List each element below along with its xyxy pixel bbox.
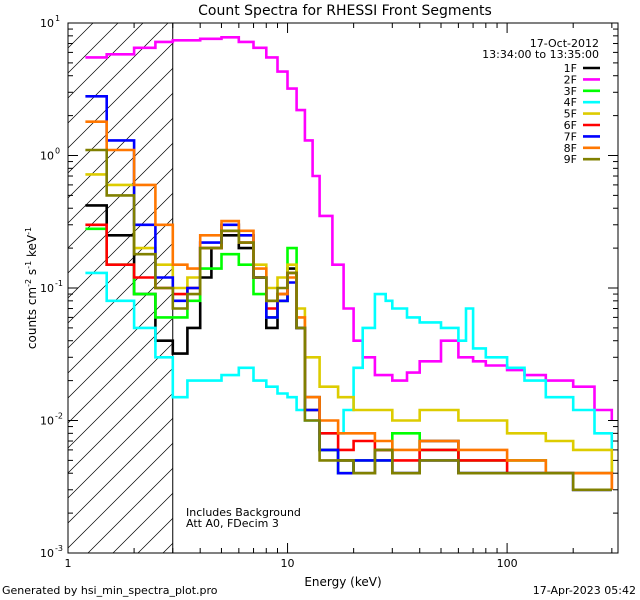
y-tick-label: 10 <box>40 150 54 163</box>
x-tick-label: 10 <box>281 557 295 570</box>
footer-generated-by: Generated by hsi_min_spectra_plot.pro <box>2 584 218 597</box>
y-axis-label-exp1: -2 <box>24 279 33 287</box>
series-line-4f <box>85 271 614 450</box>
annotation-attenuator: Att A0, FDecim 3 <box>186 517 279 530</box>
legend-label: 8F <box>564 142 577 155</box>
y-tick-label-exponent: -2 <box>55 412 63 421</box>
y-axis-label-exp3: -1 <box>24 227 33 235</box>
y-tick-label-base: 10 <box>40 415 54 428</box>
y-axis-label-kev: keV <box>25 234 39 261</box>
y-tick-label: 10 <box>40 17 54 30</box>
y-axis-label: counts cm-2 s-1 keV-1 <box>24 227 39 349</box>
y-tick-label-base: 10 <box>40 17 54 30</box>
y-axis-label-exp2: -1 <box>24 261 33 269</box>
chart-title: Count Spectra for RHESSI Front Segments <box>198 3 492 19</box>
legend-label: 4F <box>564 96 577 109</box>
y-tick-label-base: 10 <box>40 547 54 560</box>
y-tick-label-base: 10 <box>40 150 54 163</box>
x-axis: 1 10 100 <box>65 23 613 570</box>
series-group <box>85 36 614 492</box>
x-tick-label: 100 <box>497 557 518 570</box>
footer-timestamp: 17-Apr-2023 05:42 <box>533 584 636 597</box>
y-tick-label: 10 <box>40 282 54 295</box>
y-tick-label-base: 10 <box>40 282 54 295</box>
legend-label: 2F <box>564 73 577 86</box>
series-line-2f <box>85 36 614 421</box>
legend-label: 7F <box>564 130 577 143</box>
legend-label: 6F <box>564 119 577 132</box>
y-tick-label: 10 <box>40 547 54 560</box>
y-axis-label-s: s <box>25 269 39 279</box>
legend-label: 5F <box>564 108 577 121</box>
y-tick-label: 10 <box>40 415 54 428</box>
y-tick-label-exponent: -3 <box>55 544 63 553</box>
legend-label: 3F <box>564 85 577 98</box>
annotation-background: Includes Background <box>186 506 301 519</box>
series-line-9f <box>85 148 612 492</box>
y-axis-label-main: counts cm <box>25 287 39 349</box>
date-label: 17-Oct-2012 <box>530 37 599 50</box>
series-line-1f <box>85 204 612 492</box>
y-tick-label-exponent: 1 <box>55 14 60 23</box>
y-tick-label-exponent: 0 <box>55 147 60 156</box>
x-axis-label: Energy (keV) <box>304 575 381 589</box>
series-line-5f <box>85 173 614 474</box>
x-tick-label: 1 <box>65 557 72 570</box>
legend-label: 9F <box>564 153 577 166</box>
series-line-7f <box>85 95 612 492</box>
legend-label: 1F <box>564 62 577 75</box>
y-tick-label-exponent: -1 <box>55 279 63 288</box>
time-range-label: 13:34:00 to 13:35:00 <box>482 48 599 61</box>
